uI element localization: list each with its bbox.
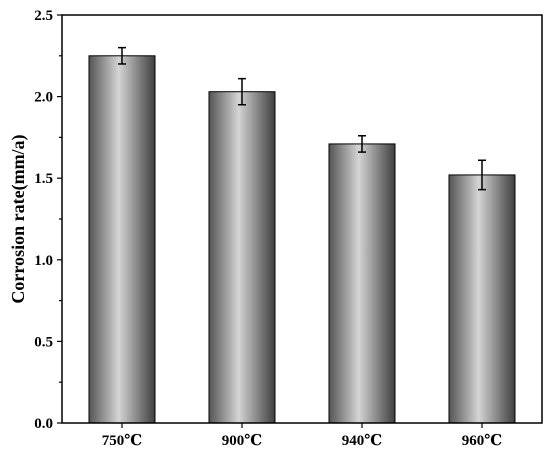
x-tick-label: 900℃ [222, 433, 263, 449]
y-tick-label: 0.0 [34, 416, 53, 432]
x-axis-ticks: 750℃ 900℃ 940℃ 960℃ [102, 423, 503, 449]
y-tick-label: 0.5 [34, 334, 53, 350]
error-bars-group [118, 46, 486, 191]
y-tick-label: 1.0 [34, 253, 53, 269]
x-tick-label: 960℃ [462, 433, 503, 449]
bar-3 [328, 143, 396, 424]
error-bar-1 [118, 46, 126, 65]
bar-4 [448, 174, 516, 424]
error-bar-2 [238, 77, 246, 106]
bar-1 [88, 55, 156, 424]
error-bar-3 [358, 135, 366, 153]
error-bar-4 [478, 159, 486, 191]
y-tick-label: 1.5 [34, 171, 53, 187]
y-axis-ticks: 0.0 0.5 1.0 1.5 2.0 2.5 [34, 8, 62, 432]
y-tick-label: 2.0 [34, 90, 53, 106]
bar-2 [208, 91, 276, 424]
x-tick-label: 940℃ [342, 433, 383, 449]
y-tick-label: 2.5 [34, 8, 53, 24]
y-axis-title: Corrosion rate(mm/a) [8, 134, 29, 303]
x-tick-label: 750℃ [102, 433, 143, 449]
bars-group [88, 55, 516, 424]
